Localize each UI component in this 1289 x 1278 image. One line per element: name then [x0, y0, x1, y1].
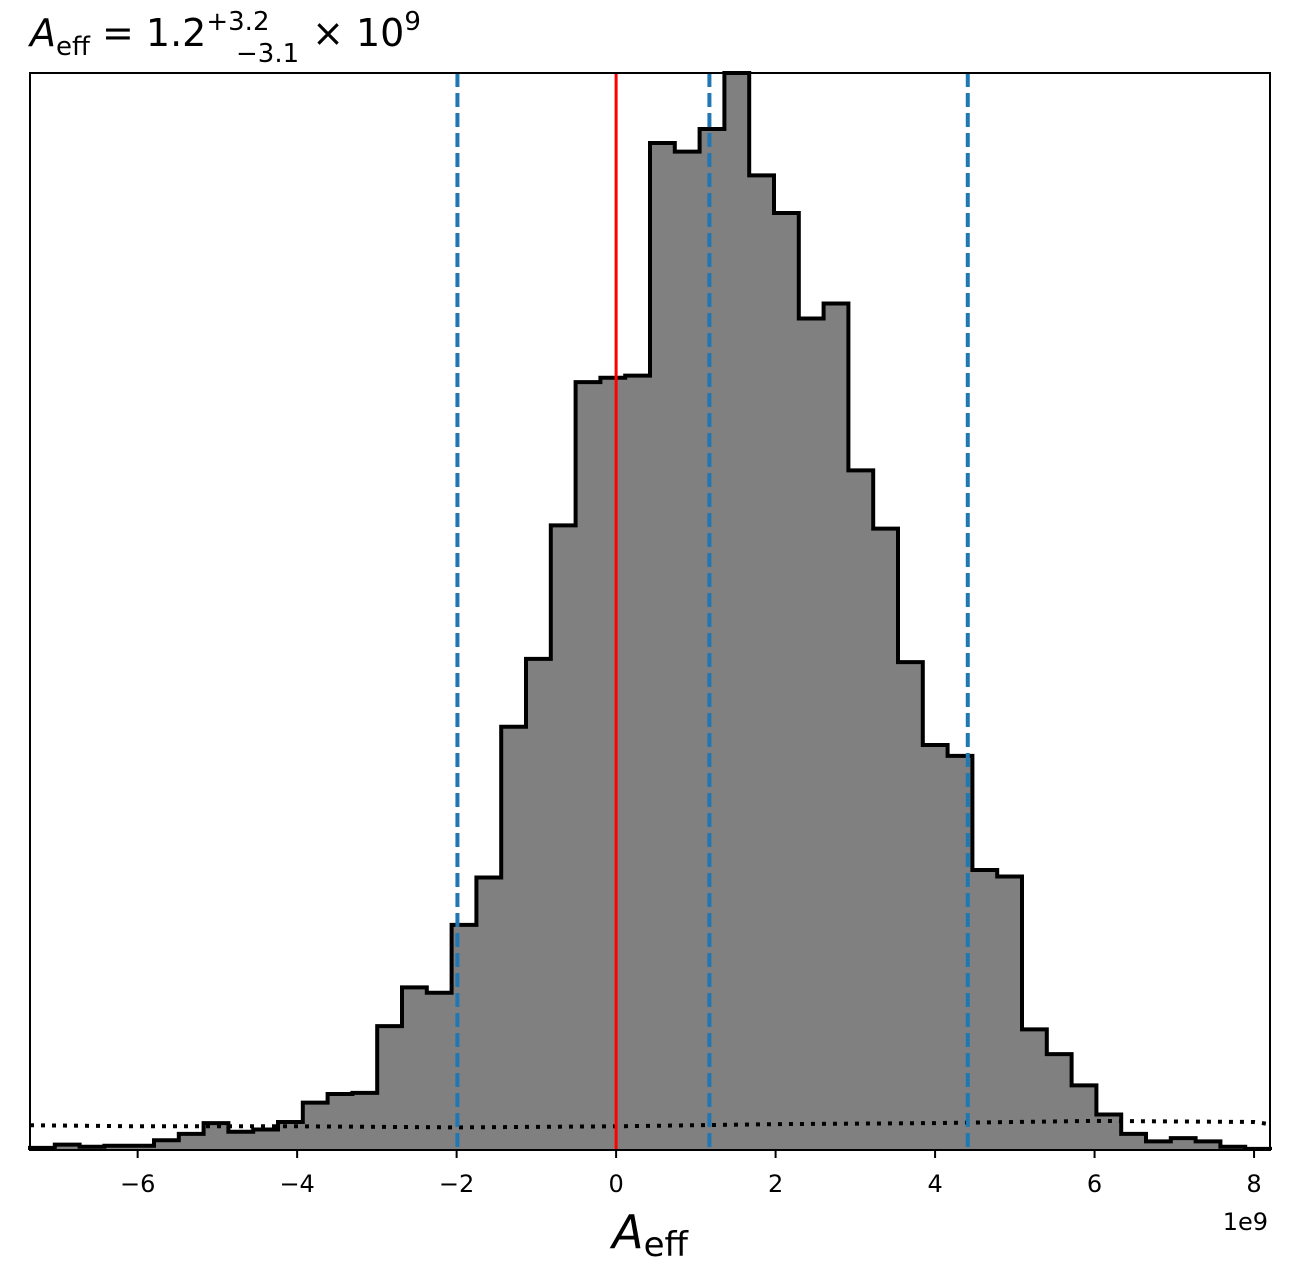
histogram-bar — [699, 129, 725, 1150]
histogram-bar — [600, 377, 626, 1150]
histogram-bar — [426, 992, 453, 1150]
histogram-bar — [1071, 1085, 1097, 1150]
histogram-bar — [774, 213, 800, 1150]
x-tick-label: 2 — [768, 1170, 783, 1198]
histogram-bar — [501, 726, 527, 1150]
title-times: × 10 — [300, 11, 404, 55]
histogram-bar — [1170, 1138, 1197, 1150]
histogram-outline — [28, 71, 1272, 1151]
histogram-bar — [1146, 1141, 1172, 1150]
histogram-bar — [848, 470, 874, 1151]
histogram-bar — [526, 658, 552, 1150]
histogram-bar — [129, 1145, 155, 1150]
title-subscript: −3.1 — [236, 39, 299, 69]
histogram-bar — [749, 175, 775, 1150]
x-tick-label: −2 — [439, 1170, 474, 1198]
x-tick-label: 8 — [1246, 1170, 1261, 1198]
xlabel-subscript: eff — [644, 1225, 690, 1265]
histogram-bar — [650, 143, 676, 1150]
histogram-bar — [377, 1026, 403, 1150]
x-tick-label: 0 — [608, 1170, 623, 1198]
histogram-bar — [1046, 1054, 1073, 1150]
histogram-bar — [476, 877, 502, 1150]
histogram-bar — [575, 382, 601, 1150]
histogram-bar — [674, 151, 701, 1151]
histogram-bar — [997, 876, 1023, 1150]
histogram-bar — [178, 1133, 205, 1150]
histogram-bar — [352, 1092, 378, 1150]
title-equals: = 1.2 — [90, 11, 206, 55]
histogram-bar — [54, 1144, 81, 1150]
x-axis-label: Aeff — [609, 1205, 689, 1265]
histogram-bar — [278, 1121, 304, 1150]
prior-curve — [29, 1118, 1271, 1130]
histogram-bar — [104, 1145, 130, 1150]
histogram-bar — [550, 525, 577, 1150]
title-exponent: 9 — [404, 7, 421, 37]
histogram-bar — [798, 318, 825, 1150]
histogram-bar — [154, 1140, 180, 1150]
histogram-bar — [1195, 1141, 1221, 1150]
x-tick-label: 4 — [927, 1170, 942, 1198]
xlabel-symbol: A — [609, 1205, 643, 1259]
histogram-bar — [898, 662, 924, 1150]
title-symbol: A — [27, 11, 56, 55]
axes-frame — [29, 72, 1271, 1151]
x-tick-label: −6 — [120, 1170, 155, 1198]
histogram-bar — [972, 869, 998, 1150]
histogram-bar — [873, 528, 899, 1150]
x-axis: −6 −4 −2 0 2 4 6 8 — [120, 1150, 1262, 1198]
histogram-bar — [228, 1131, 254, 1150]
histogram-bar — [451, 924, 477, 1150]
histogram-bar — [1121, 1133, 1147, 1150]
histogram-bar — [724, 73, 750, 1150]
x-tick-label: −4 — [279, 1170, 314, 1198]
title-symbol-subscript: eff — [56, 32, 91, 62]
x-axis-offset-label: 1e9 — [1223, 1208, 1268, 1236]
histogram-bar — [327, 1093, 353, 1150]
histogram-bar — [1022, 1029, 1048, 1150]
histogram-bar — [625, 375, 651, 1151]
histogram-bar — [253, 1129, 279, 1150]
plot-area — [28, 71, 1272, 1151]
chart-title: Aeff = 1.2+3.2 −3.1 × 109 — [27, 7, 421, 69]
histogram-bar — [402, 987, 428, 1150]
x-tick-label: 6 — [1087, 1170, 1102, 1198]
title-superscript: +3.2 — [206, 7, 269, 37]
histogram-bar — [823, 303, 849, 1150]
histogram-bar — [922, 745, 949, 1150]
